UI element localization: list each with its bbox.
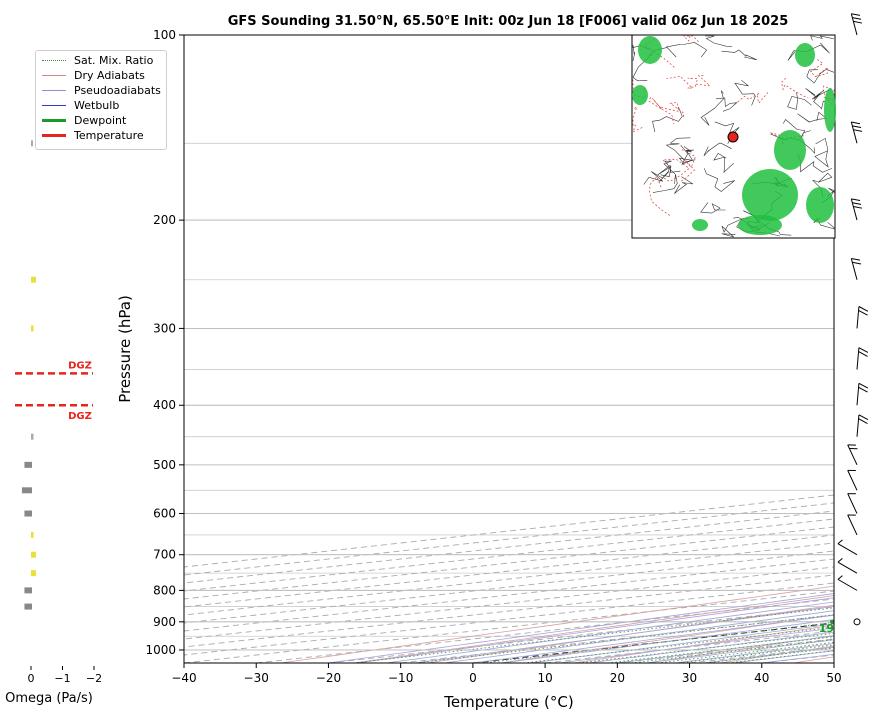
dgz-label: DGZ [68, 411, 92, 422]
x-axis-title: Temperature (°C) [443, 693, 573, 711]
legend-item-dry-adiabats: Dry Adiabats [42, 68, 145, 83]
x-tick-label: 20 [610, 671, 625, 685]
omega-axis-title: Omega (Pa/s) [5, 691, 93, 706]
y-axis-title: Pressure (hPa) [116, 295, 134, 403]
x-tick-label: −10 [388, 671, 413, 685]
y-tick-label: 100 [153, 28, 176, 42]
y-tick-label: 1000 [145, 643, 176, 657]
x-tick-label: 0 [469, 671, 477, 685]
omega-tick-label: −2 [86, 672, 102, 685]
x-tick-label: −30 [244, 671, 269, 685]
y-tick-label: 600 [153, 507, 176, 521]
inset-map [631, 34, 836, 239]
surface-dewpoint-label: 19F [819, 622, 842, 635]
dgz-label: DGZ [68, 360, 92, 371]
legend-item-sat-mix-ratio: Sat. Mix. Ratio [42, 53, 153, 68]
chart-legend: Sat. Mix. Ratio Dry Adiabats Pseudoadiab… [35, 50, 167, 150]
y-tick-label: 300 [153, 321, 176, 335]
legend-item-temperature: Temperature [42, 128, 144, 143]
omega-panel: 0 −1 −2 DGZ DGZ [15, 140, 102, 685]
y-tick-label: 800 [153, 583, 176, 597]
legend-item-wetbulb: Wetbulb [42, 98, 119, 113]
x-tick-label: −20 [316, 671, 341, 685]
omega-tick-label: 0 [28, 672, 35, 685]
chart-title: GFS Sounding 31.50°N, 65.50°E Init: 00z … [228, 14, 789, 29]
x-tick-label: −40 [171, 671, 196, 685]
omega-tick-label: −1 [54, 672, 70, 685]
legend-item-pseudoadiabats: Pseudoadiabats [42, 83, 161, 98]
plot-frame [183, 34, 835, 664]
y-tick-label: 200 [153, 213, 176, 227]
x-tick-label: 30 [682, 671, 697, 685]
wind-barbs [837, 13, 869, 626]
legend-item-dewpoint: Dewpoint [42, 113, 126, 128]
y-tick-label: 400 [153, 398, 176, 412]
x-tick-label: 50 [826, 671, 841, 685]
y-tick-label: 500 [153, 458, 176, 472]
y-tick-label: 700 [153, 548, 176, 562]
x-tick-label: 40 [754, 671, 769, 685]
location-marker-icon [727, 131, 739, 143]
x-tick-label: 10 [537, 671, 552, 685]
y-tick-label: 900 [153, 615, 176, 629]
